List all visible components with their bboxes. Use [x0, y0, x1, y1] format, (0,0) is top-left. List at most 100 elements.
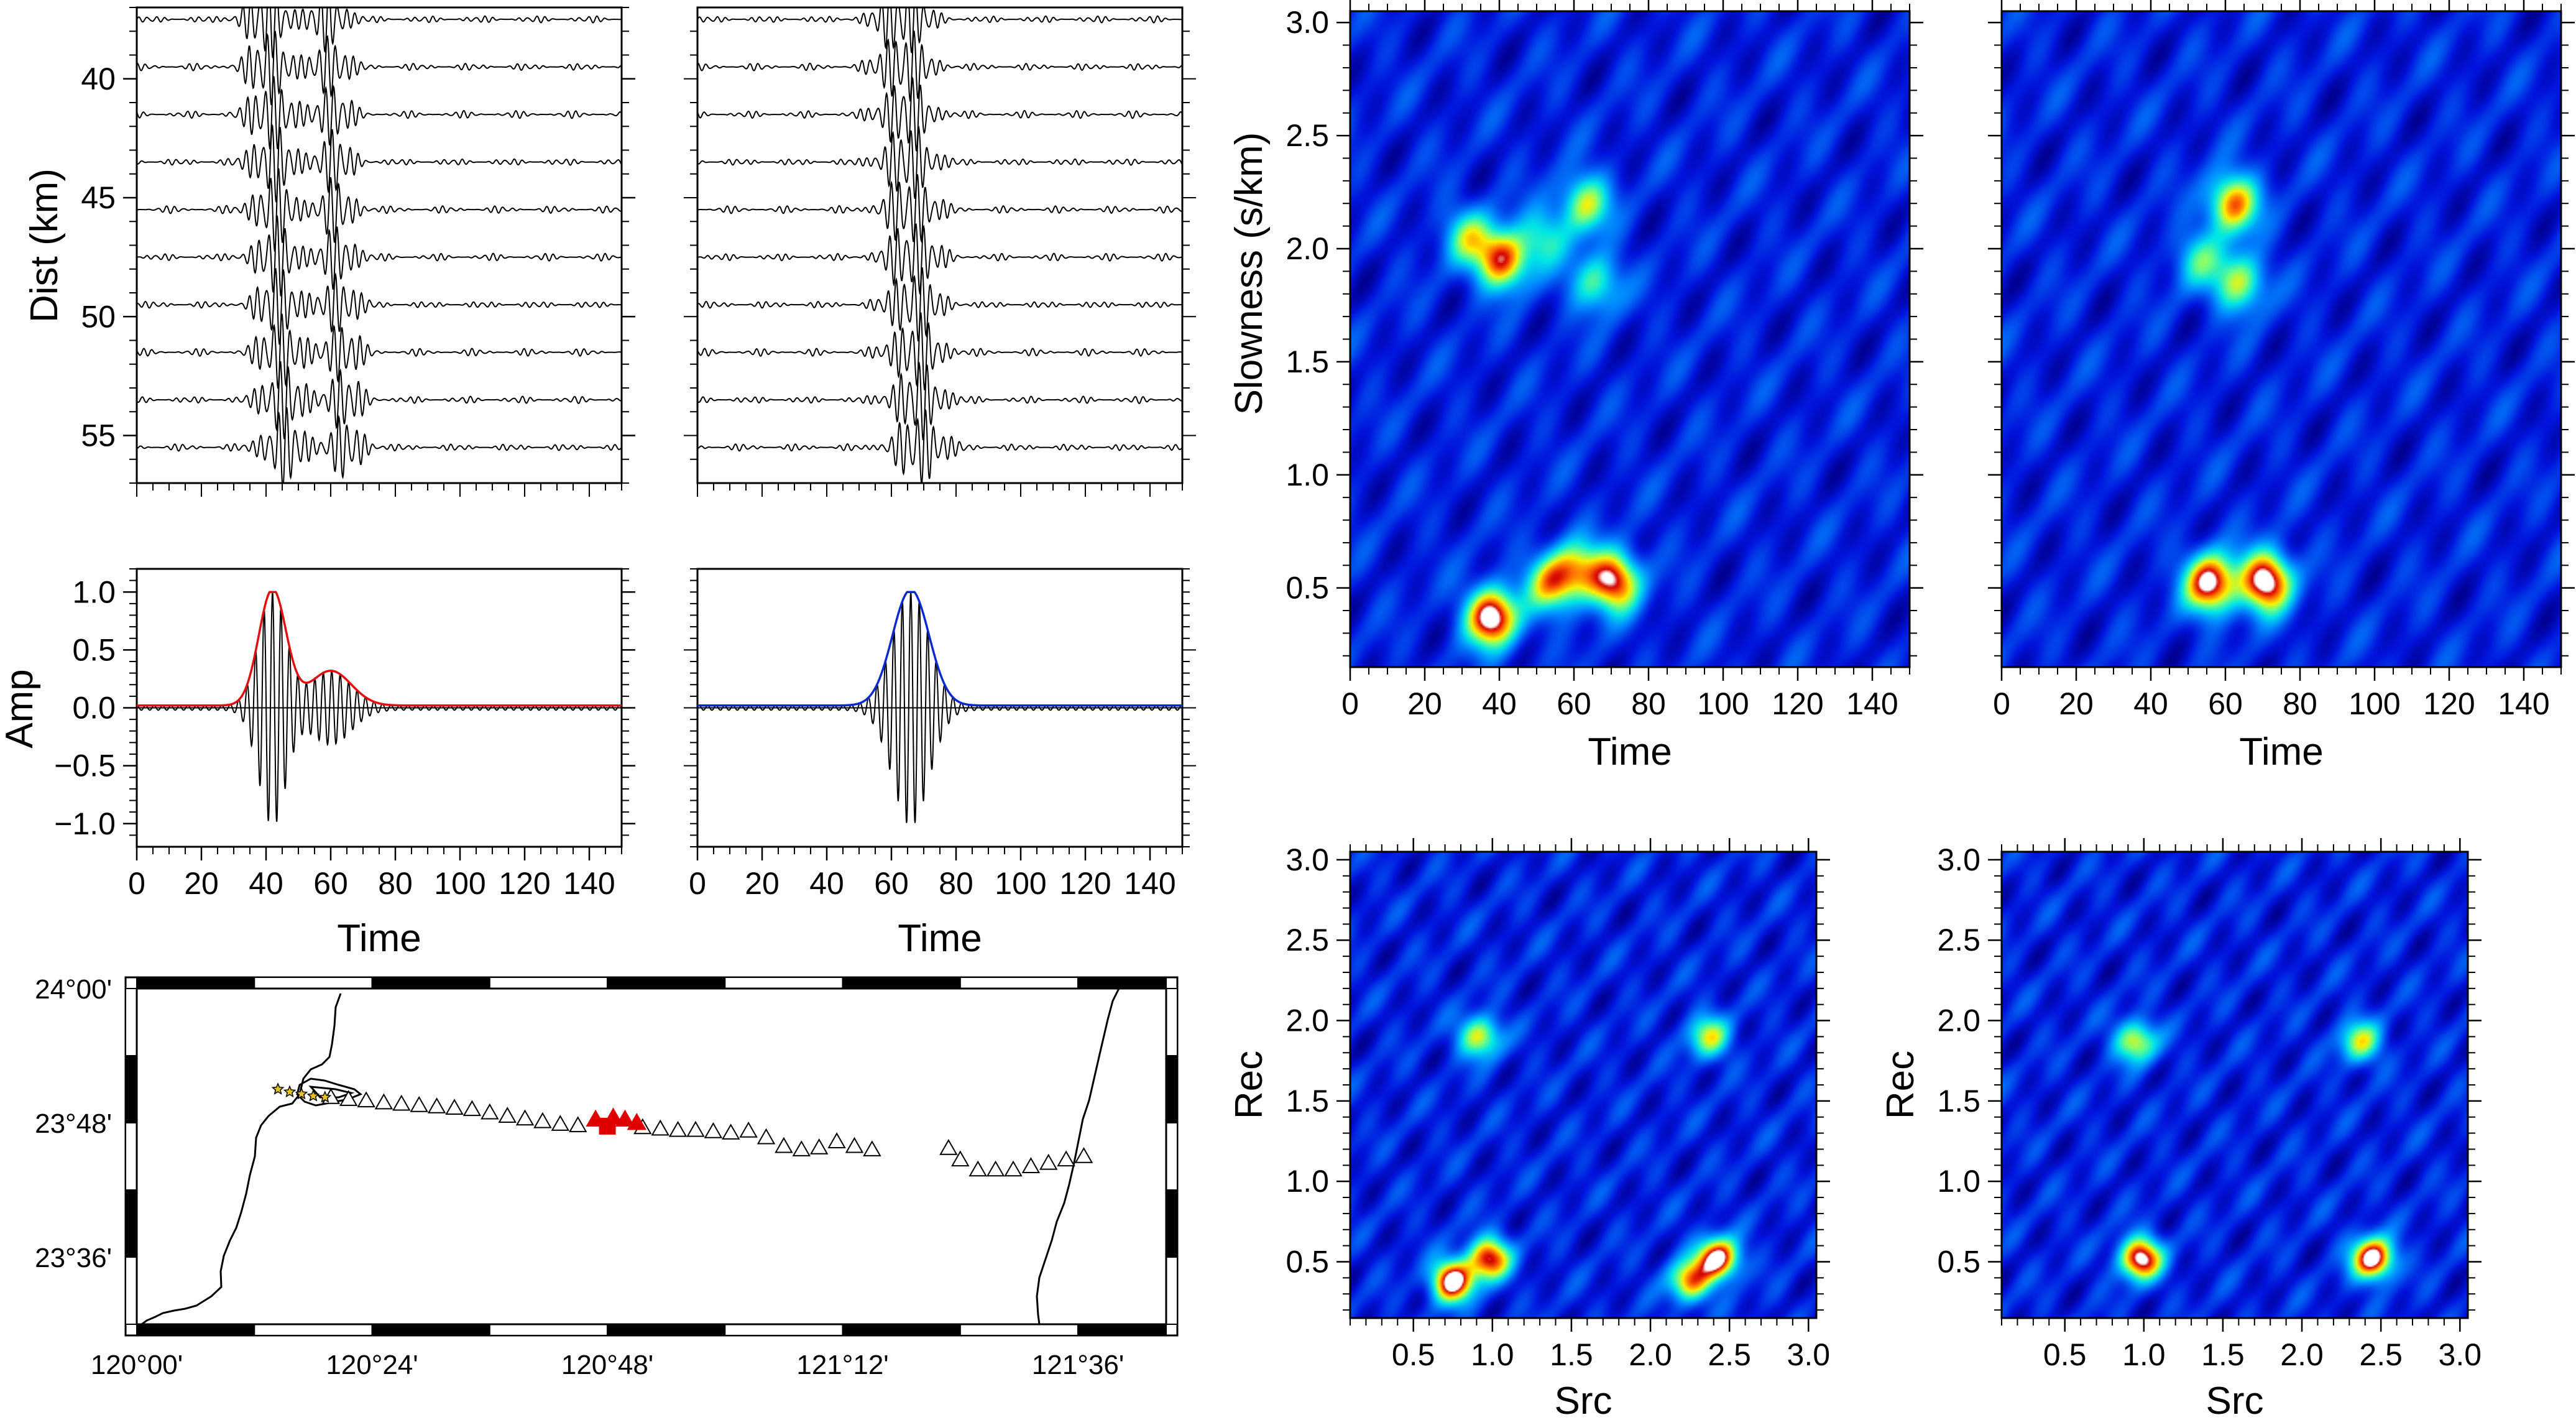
- station-triangle: [374, 1093, 393, 1110]
- rec-src-right-panel: 0.5 1.0 1.5 2.0 2.5 3.0 0.5 1.0 1.5 2.0 2.5 3.0 Src…: [1879, 838, 2482, 1420]
- station-triangle: [951, 1150, 970, 1167]
- seismic-trace: [137, 267, 622, 345]
- seismic-trace: [137, 407, 622, 483]
- stack-left-ylabel: Amp: [0, 669, 41, 748]
- y-tick-label: −0.5: [54, 749, 116, 783]
- x-tick-label: 20: [184, 866, 219, 901]
- x-tick-label: 60: [1557, 686, 1591, 721]
- seismic-trace: [697, 125, 1182, 199]
- source-station-triangle: [615, 1109, 635, 1127]
- map-frame-segment-top: [1077, 977, 1167, 989]
- x-tick-label: 120: [1772, 686, 1823, 721]
- y-tick-label: 2.0: [1286, 1003, 1329, 1038]
- station-triangle: [827, 1132, 846, 1148]
- slowness-time-right-axes: 0 20 40 60 80 100 120 140: [1988, 0, 2575, 721]
- x-tick-label: 40: [809, 866, 844, 901]
- map-lon-label: 120°24': [326, 1350, 418, 1380]
- x-tick-label: 0: [689, 866, 706, 901]
- map-frame-segment-top: [724, 977, 844, 989]
- map-frame-segment-right: [1166, 1122, 1178, 1191]
- x-tick-label: 1.0: [2122, 1337, 2166, 1372]
- seismic-trace: [697, 7, 1182, 53]
- x-tick-label: 0: [1341, 686, 1359, 721]
- station-triangle: [792, 1140, 811, 1156]
- section-left-axes: 40 45 50 55: [81, 7, 635, 497]
- map-frame-segment-bottom: [607, 1324, 726, 1336]
- x-tick-label: 60: [313, 866, 348, 901]
- slowness-time-left-axes: 0 20 40 60 80 100 120 140 0.5 1.0 1.5 2.0 2.5 3.0: [1286, 0, 1923, 721]
- station-map-frame-inner: [136, 987, 1167, 1325]
- y-tick-label: 3.0: [1286, 5, 1329, 40]
- x-tick-label: 140: [2498, 686, 2549, 721]
- station-map-border: [125, 977, 1178, 1336]
- y-tick-label: −1.0: [54, 806, 116, 841]
- y-tick-label: 40: [81, 62, 116, 96]
- slowness-time-left-xlabel: Time: [1588, 731, 1672, 773]
- x-tick-label: 3.0: [2439, 1337, 2482, 1372]
- station-map-panel: 120°00' 120°24' 120°48' 121°12' 121°36' 24°00…: [35, 974, 1179, 1380]
- map-frame-segment-top: [959, 977, 1079, 989]
- x-tick-label: 1.5: [2201, 1337, 2245, 1372]
- slowness-time-right-panel: 0 20 40 60 80 100 120 140 Time: [1988, 0, 2575, 773]
- station-map-labels: 120°00' 120°24' 120°48' 121°12' 121°36' 24°00…: [35, 974, 1124, 1380]
- seismic-trace: [137, 7, 622, 59]
- seismic-trace: [137, 30, 622, 106]
- y-tick-label: 3.0: [1937, 842, 1980, 877]
- x-tick-label: 20: [2059, 686, 2094, 721]
- source-station-triangle: [627, 1112, 647, 1130]
- map-frame-segment-bottom: [1077, 1324, 1167, 1336]
- rec-src-left-ylabel: Rec: [1228, 1051, 1271, 1119]
- section-left-panel: 40 45 50 55 Dist (km): [23, 6, 635, 497]
- seismic-trace: [697, 361, 1182, 441]
- x-tick-label: 0: [1993, 686, 2010, 721]
- slowness-time-left-heatmap: [1350, 11, 1910, 667]
- source-square: [599, 1117, 616, 1135]
- slowness-time-left-panel: 0 20 40 60 80 100 120 140 0.5 1.0 1.5 2.0 2.5 3.0 Tim…: [1228, 0, 1923, 773]
- section-right-panel: [684, 6, 1196, 497]
- map-lat-label: 24°00': [35, 974, 112, 1005]
- station-triangle: [1004, 1160, 1023, 1177]
- receiver-star: [306, 1089, 320, 1102]
- stack-envelope: [137, 591, 622, 707]
- x-tick-label: 40: [1482, 686, 1517, 721]
- x-tick-label: 120: [1059, 866, 1111, 901]
- x-tick-label: 120: [2423, 686, 2475, 721]
- station-markers: [271, 1082, 1093, 1177]
- station-triangle: [939, 1138, 958, 1155]
- map-frame-segment-left: [125, 1055, 137, 1123]
- y-tick-label: 2.0: [1937, 1003, 1980, 1038]
- seismic-trace: [697, 173, 1182, 243]
- stacked-waveform: [697, 592, 1182, 823]
- map-frame-segment-top: [371, 977, 490, 989]
- stack-right-xlabel: Time: [898, 917, 982, 960]
- seismic-trace: [697, 408, 1182, 483]
- station-triangle: [1039, 1153, 1058, 1170]
- y-tick-label: 1.0: [1286, 1164, 1329, 1199]
- y-tick-label: 45: [81, 180, 116, 215]
- x-tick-label: 0: [128, 866, 145, 901]
- receiver-star: [318, 1090, 332, 1103]
- map-frame-segment-bottom: [254, 1324, 373, 1336]
- station-triangle: [392, 1094, 411, 1111]
- station-triangle: [1074, 1146, 1093, 1163]
- rec-src-right-heatmap: [2002, 852, 2468, 1318]
- seismic-trace: [137, 361, 622, 440]
- map-lon-label: 120°00': [91, 1350, 183, 1380]
- station-triangle: [1057, 1150, 1075, 1167]
- stack-left-panel: 0 20 40 60 80 100 120 140 1.0 0.5 0.0 −0.5 −1.0 Time…: [0, 568, 635, 960]
- station-triangle: [704, 1122, 723, 1138]
- station-triangle: [668, 1120, 688, 1137]
- rec-src-left-panel: 0.5 1.0 1.5 2.0 2.5 3.0 0.5 1.0 1.5 2.0 2.5 3.0 Src…: [1228, 838, 1830, 1420]
- y-tick-label: 1.0: [1286, 458, 1329, 492]
- map-frame-segment-right: [1166, 1256, 1178, 1325]
- map-frame-segment-bottom: [136, 1324, 255, 1336]
- x-tick-label: 140: [563, 866, 615, 901]
- station-triangle: [1021, 1157, 1041, 1173]
- y-tick-label: 1.5: [1937, 1084, 1980, 1118]
- seismic-trace: [137, 76, 622, 150]
- map-frame-segment-bottom: [842, 1324, 961, 1336]
- y-tick-label: 1.0: [1937, 1164, 1980, 1199]
- x-tick-label: 40: [2133, 686, 2168, 721]
- seismic-trace: [697, 312, 1182, 390]
- map-frame-segment-top: [489, 977, 609, 989]
